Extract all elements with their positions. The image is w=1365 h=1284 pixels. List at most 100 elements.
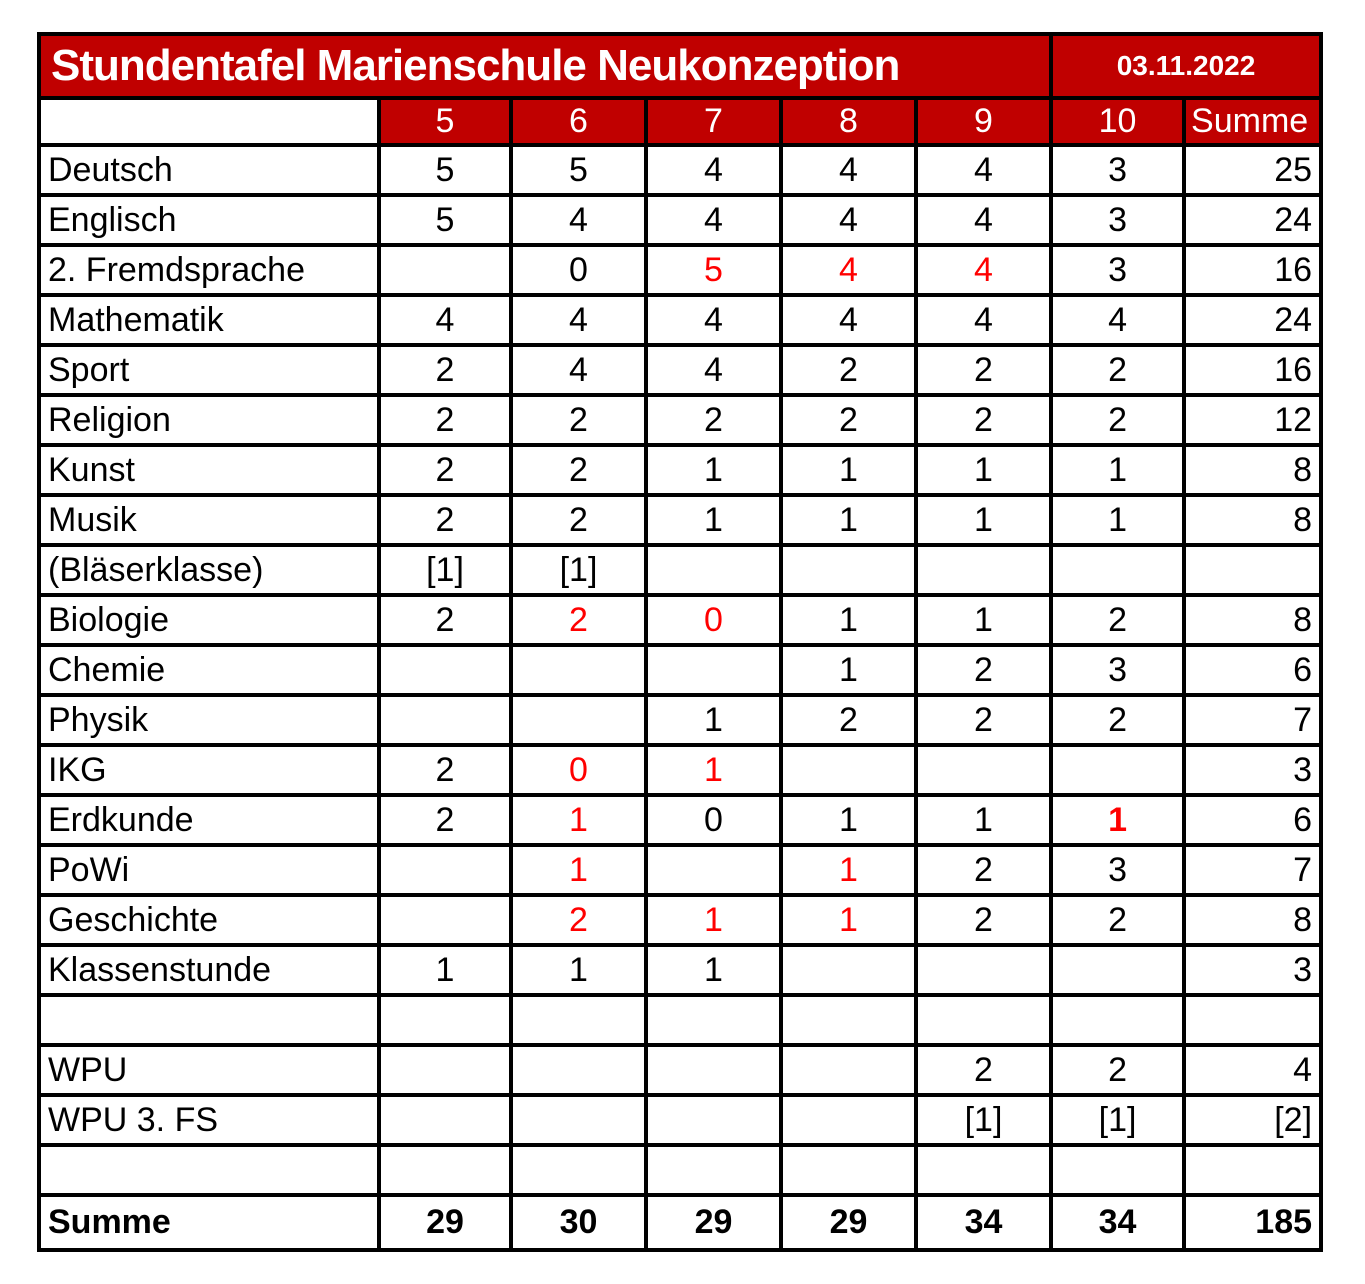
row-label: Chemie bbox=[37, 643, 381, 697]
cell: 2 bbox=[1049, 893, 1187, 947]
cell bbox=[644, 1043, 783, 1097]
cell: 2 bbox=[913, 643, 1054, 697]
table-row: 2. Fremdsprache 0 5 4 4 3 16 bbox=[37, 243, 1324, 297]
cell bbox=[1049, 543, 1187, 597]
col-header-9: 9 bbox=[913, 96, 1054, 147]
cell: 2 bbox=[377, 593, 513, 647]
row-label: Kunst bbox=[37, 443, 381, 497]
cell bbox=[377, 1093, 513, 1147]
total-row: Summe 29 30 29 29 34 34 185 bbox=[37, 1193, 1324, 1252]
cell bbox=[644, 993, 783, 1047]
table-row: Musik 2 2 1 1 1 1 8 bbox=[37, 493, 1324, 547]
cell bbox=[779, 1043, 918, 1097]
table-row: Sport 2 4 4 2 2 2 16 bbox=[37, 343, 1324, 397]
stundentafel-table: Stundentafel Marienschule Neukonzeption … bbox=[36, 32, 1324, 1252]
cell: 2 bbox=[913, 343, 1054, 397]
row-label: Klassenstunde bbox=[37, 943, 381, 997]
cell: 1 bbox=[644, 693, 783, 747]
cell bbox=[377, 693, 513, 747]
cell bbox=[377, 843, 513, 897]
cell: 1 bbox=[779, 643, 918, 697]
cell bbox=[1049, 943, 1187, 997]
table-row: PoWi 1 1 2 3 7 bbox=[37, 843, 1324, 897]
cell: 3 bbox=[1049, 243, 1187, 297]
col-header-8: 8 bbox=[779, 96, 918, 147]
cell: 2 bbox=[913, 393, 1054, 447]
cell bbox=[509, 1093, 648, 1147]
cell: 1 bbox=[1049, 793, 1187, 847]
cell: 1 bbox=[644, 493, 783, 547]
cell bbox=[913, 993, 1054, 1047]
col-header-summe: Summe bbox=[1182, 96, 1324, 147]
cell bbox=[509, 693, 648, 747]
cell bbox=[644, 543, 783, 597]
row-label bbox=[37, 993, 381, 1047]
row-label: 2. Fremdsprache bbox=[37, 243, 381, 297]
row-label: Mathematik bbox=[37, 293, 381, 347]
cell: 2 bbox=[509, 593, 648, 647]
cell: 4 bbox=[913, 293, 1054, 347]
cell: 24 bbox=[1182, 193, 1324, 247]
cell bbox=[644, 843, 783, 897]
row-label: Summe bbox=[37, 1193, 381, 1252]
col-header-7: 7 bbox=[644, 96, 783, 147]
cell: 1 bbox=[644, 893, 783, 947]
cell: 4 bbox=[644, 143, 783, 197]
row-label: Sport bbox=[37, 343, 381, 397]
cell: 2 bbox=[779, 693, 918, 747]
table-row: Religion 2 2 2 2 2 2 12 bbox=[37, 393, 1324, 447]
table-row: Chemie 1 2 3 6 bbox=[37, 643, 1324, 697]
cell: 4 bbox=[509, 293, 648, 347]
cell: 16 bbox=[1182, 243, 1324, 297]
cell: 1 bbox=[509, 793, 648, 847]
cell: 4 bbox=[509, 343, 648, 397]
cell: 2 bbox=[509, 393, 648, 447]
cell: 1 bbox=[644, 443, 783, 497]
cell: 4 bbox=[913, 193, 1054, 247]
table-row: Kunst 2 2 1 1 1 1 8 bbox=[37, 443, 1324, 497]
cell: 4 bbox=[377, 293, 513, 347]
col-header-5: 5 bbox=[377, 96, 513, 147]
cell: 1 bbox=[1049, 493, 1187, 547]
cell bbox=[377, 1043, 513, 1097]
cell bbox=[644, 1143, 783, 1197]
cell: 1 bbox=[779, 443, 918, 497]
cell: [1] bbox=[913, 1093, 1054, 1147]
cell: 4 bbox=[509, 193, 648, 247]
cell: 12 bbox=[1182, 393, 1324, 447]
cell: 1 bbox=[509, 843, 648, 897]
row-label bbox=[37, 1143, 381, 1197]
cell bbox=[509, 993, 648, 1047]
cell: 1 bbox=[377, 943, 513, 997]
cell: 2 bbox=[1049, 1043, 1187, 1097]
cell: 8 bbox=[1182, 493, 1324, 547]
cell: 7 bbox=[1182, 693, 1324, 747]
cell: 4 bbox=[1182, 1043, 1324, 1097]
cell: 3 bbox=[1049, 143, 1187, 197]
cell: 5 bbox=[377, 143, 513, 197]
table-row: WPU 3. FS [1] [1] [2] bbox=[37, 1093, 1324, 1147]
cell: 5 bbox=[644, 243, 783, 297]
cell: 8 bbox=[1182, 893, 1324, 947]
cell: 2 bbox=[377, 343, 513, 397]
cell: 2 bbox=[1049, 393, 1187, 447]
cell: 0 bbox=[509, 243, 648, 297]
cell: 7 bbox=[1182, 843, 1324, 897]
cell bbox=[377, 993, 513, 1047]
cell bbox=[779, 993, 918, 1047]
table-row: Geschichte 2 1 1 2 2 8 bbox=[37, 893, 1324, 947]
cell: 16 bbox=[1182, 343, 1324, 397]
cell: 5 bbox=[509, 143, 648, 197]
cell: 4 bbox=[913, 243, 1054, 297]
cell: 6 bbox=[1182, 643, 1324, 697]
cell: [1] bbox=[377, 543, 513, 597]
date-label: 03.11.2022 bbox=[1049, 32, 1324, 100]
cell: 4 bbox=[913, 143, 1054, 197]
cell: 1 bbox=[779, 593, 918, 647]
cell: 29 bbox=[779, 1193, 918, 1252]
cell: 1 bbox=[779, 493, 918, 547]
cell bbox=[913, 743, 1054, 797]
table-row: Mathematik 4 4 4 4 4 4 24 bbox=[37, 293, 1324, 347]
row-label: Deutsch bbox=[37, 143, 381, 197]
cell bbox=[509, 643, 648, 697]
